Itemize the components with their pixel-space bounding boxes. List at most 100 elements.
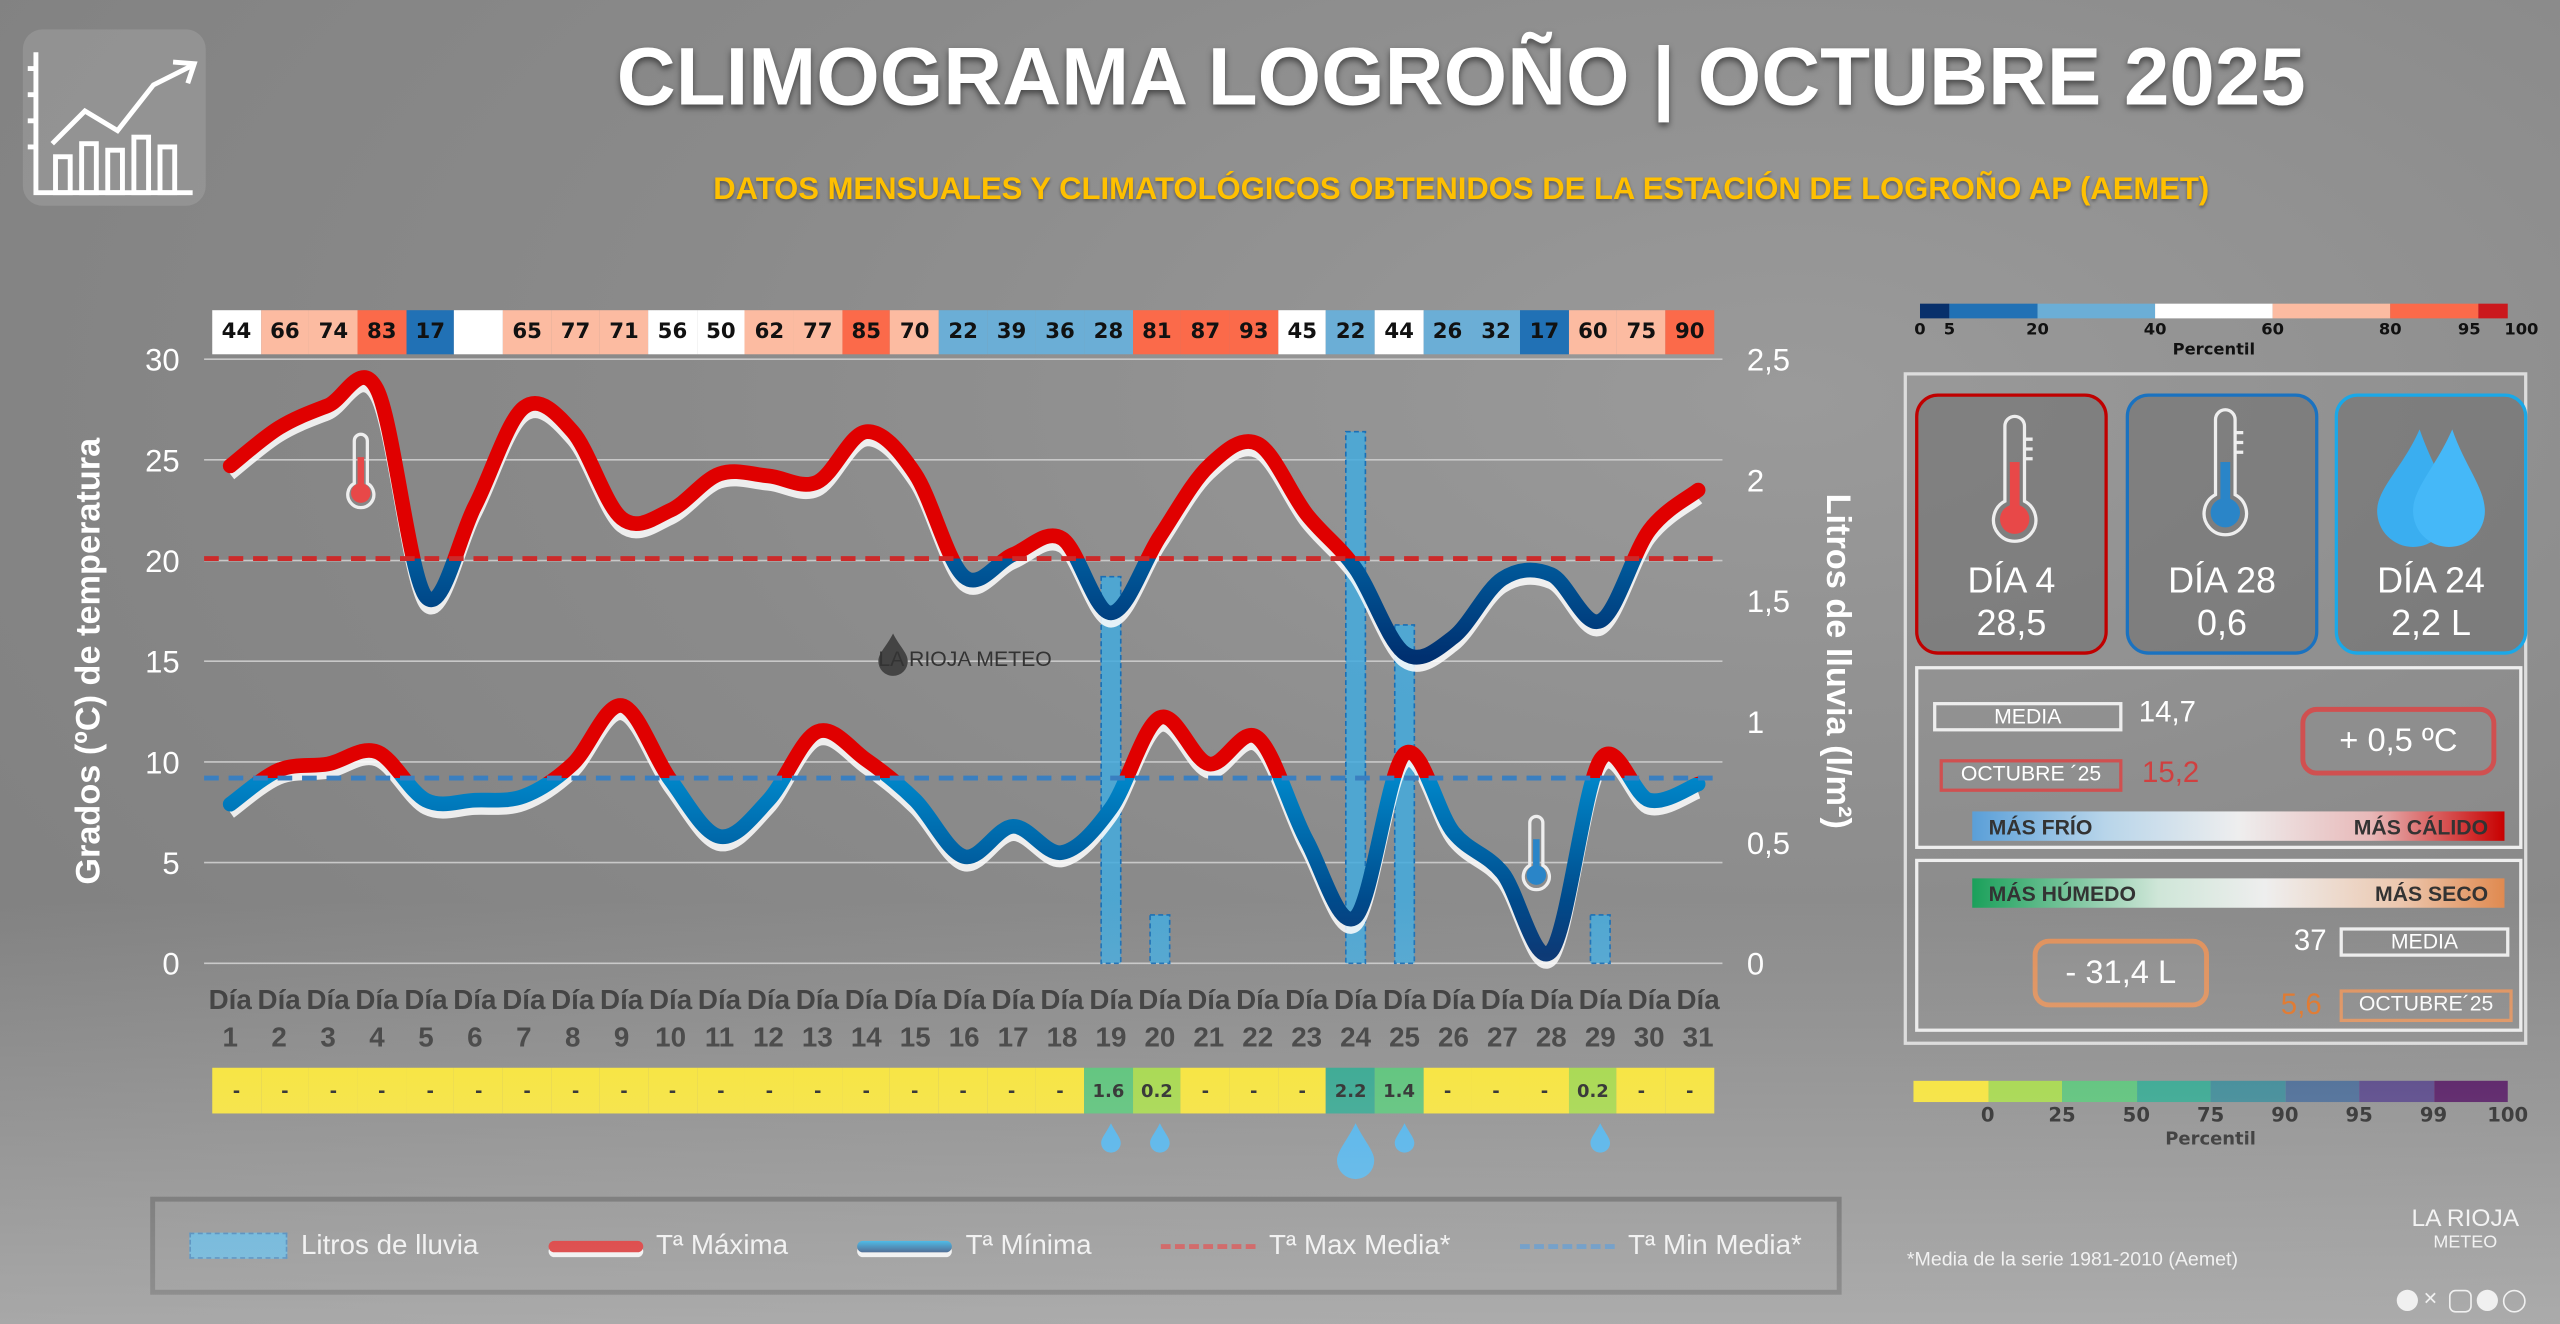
rain-cell: - bbox=[890, 1067, 939, 1114]
y-tick-label-right: 2,5 bbox=[1747, 343, 1790, 378]
percentile-cell: 90 bbox=[1665, 310, 1715, 355]
temp-month-label: OCTUBRE ´25 bbox=[1939, 759, 2123, 792]
percentile-cell: 17 bbox=[406, 310, 455, 355]
telegram-icon[interactable] bbox=[2476, 1289, 2498, 1312]
legend: Litros de lluvia Tª Máxima Tª Mínima Tª … bbox=[150, 1196, 1842, 1295]
rain-cell: - bbox=[1423, 1067, 1472, 1114]
x-tick-prefix: Día bbox=[404, 984, 448, 1015]
colorbar-segment bbox=[2062, 1080, 2137, 1103]
y-axis-label-right: Litros de lluvia (l/m²) bbox=[1818, 493, 1857, 829]
x-tick-label: 2 bbox=[271, 1022, 286, 1053]
percentile-cell: 74 bbox=[309, 310, 358, 355]
x-tick-label: 19 bbox=[1096, 1022, 1127, 1053]
rain-cell: - bbox=[842, 1067, 891, 1114]
percentile-cell: 66 bbox=[260, 310, 310, 355]
instagram-icon[interactable] bbox=[2448, 1289, 2472, 1313]
x-tick-label: 16 bbox=[949, 1022, 980, 1053]
legend-item-tmax: Tª Máxima bbox=[548, 1229, 788, 1262]
temp-media-label: MEDIA bbox=[1933, 702, 2123, 732]
rain-cell: 1.4 bbox=[1374, 1067, 1424, 1114]
x-tick-prefix: Día bbox=[551, 984, 595, 1015]
percentile-cell: 65 bbox=[502, 310, 552, 355]
x-tick-label: 15 bbox=[900, 1022, 931, 1053]
rain-media-value: 37 bbox=[2293, 924, 2327, 957]
percentile-cell: 17 bbox=[1520, 310, 1569, 355]
rain-colorbar-ticks: 0 25 50 75 90 95 99 100 bbox=[1913, 1103, 2528, 1130]
y-tick-label-left: 0 bbox=[162, 947, 179, 982]
x-tick-prefix: Día bbox=[1040, 984, 1084, 1015]
page-subtitle: DATOS MENSUALES Y CLIMATOLÓGICOS OBTENID… bbox=[713, 173, 2210, 208]
x-tick-prefix: Día bbox=[1187, 984, 1231, 1015]
colorbar-tick: 20 bbox=[2026, 321, 2049, 340]
x-tick-prefix: Día bbox=[845, 984, 889, 1015]
tmin-shadow bbox=[226, 707, 1701, 969]
rain-drop-icon bbox=[1150, 1123, 1170, 1153]
thermometer-outline bbox=[346, 432, 376, 510]
percentile-cell: 77 bbox=[793, 310, 843, 355]
legend-item-rain: Litros de lluvia bbox=[189, 1229, 479, 1262]
social-links: ✕ bbox=[2396, 1289, 2526, 1313]
tmax-line-cold bbox=[405, 558, 1643, 665]
rain-colorbar-label: Percentil bbox=[2165, 1128, 2256, 1150]
x-tick-prefix: Día bbox=[1236, 984, 1280, 1015]
colorbar-tick: 25 bbox=[2048, 1103, 2076, 1127]
legend-item-tmin: Tª Mínima bbox=[857, 1229, 1092, 1262]
rain-cell: - bbox=[406, 1067, 455, 1114]
percentile-cell: 70 bbox=[890, 310, 939, 355]
thermometer-hot-icon bbox=[1991, 414, 2038, 543]
temp-summary-box bbox=[1915, 666, 2523, 849]
summary-panel bbox=[1903, 372, 2528, 1045]
x-tick-prefix: Día bbox=[1285, 984, 1329, 1015]
temp-anomaly: + 0,5 ºC bbox=[2300, 706, 2497, 776]
colorbar-tick: 60 bbox=[2261, 321, 2285, 340]
x-tick-label: 30 bbox=[1634, 1022, 1665, 1053]
x-tick-prefix: Día bbox=[1677, 984, 1721, 1015]
y-tick-label-right: 0 bbox=[1747, 947, 1764, 982]
rain-drop-icon bbox=[1336, 1123, 1375, 1180]
rain-cell: - bbox=[309, 1067, 358, 1114]
tmin-line-warm bbox=[251, 698, 1703, 779]
x-tick-prefix: Día bbox=[649, 984, 693, 1015]
colorbar-segment bbox=[2359, 1080, 2434, 1103]
x-tick-prefix: Día bbox=[600, 984, 644, 1015]
rain-anomaly: - 31,4 L bbox=[2032, 938, 2209, 1008]
rain-cell: - bbox=[357, 1067, 407, 1114]
percentile-cell: 45 bbox=[1278, 310, 1327, 355]
percentile-cell bbox=[454, 310, 503, 355]
colorbar-segment bbox=[1949, 303, 2038, 319]
x-tick-label: 29 bbox=[1585, 1022, 1616, 1053]
brand-sub: METEO bbox=[2433, 1232, 2498, 1253]
x-tick-label: 9 bbox=[614, 1022, 629, 1053]
page-title: CLIMOGRAMA LOGROÑO | OCTUBRE 2025 bbox=[616, 31, 2306, 123]
x-tick-label: 25 bbox=[1389, 1022, 1420, 1053]
x-tick-label: 31 bbox=[1683, 1022, 1714, 1053]
x-tick-prefix: Día bbox=[698, 984, 742, 1015]
x-tick-label: 4 bbox=[369, 1022, 385, 1053]
colorbar-segment bbox=[1919, 303, 1950, 319]
whatsapp-icon[interactable] bbox=[2502, 1289, 2526, 1313]
colorbar-segment bbox=[2478, 303, 2508, 319]
y-tick-label-left: 10 bbox=[145, 745, 180, 780]
legend-label: Litros de lluvia bbox=[300, 1229, 479, 1261]
facebook-icon[interactable] bbox=[2396, 1289, 2418, 1312]
x-tick-label: 23 bbox=[1291, 1022, 1322, 1053]
rain-cell: - bbox=[1471, 1067, 1521, 1114]
y-tick-label-left: 5 bbox=[162, 846, 179, 881]
rain-cell: - bbox=[502, 1067, 552, 1114]
x-tick-label: 20 bbox=[1144, 1022, 1175, 1053]
percentile-cell: 26 bbox=[1423, 310, 1472, 355]
brand-logo: LA RIOJA METEO bbox=[2384, 1205, 2547, 1252]
x-tick-prefix: Día bbox=[1089, 984, 1133, 1015]
x-tick-prefix: Día bbox=[355, 984, 399, 1015]
x-icon[interactable]: ✕ bbox=[2422, 1289, 2438, 1310]
x-tick-label: 11 bbox=[705, 1022, 734, 1053]
thermometer-outline bbox=[1521, 814, 1551, 892]
rain-cell: 2.2 bbox=[1326, 1067, 1375, 1114]
percentile-cell: 83 bbox=[357, 310, 407, 355]
rain-bar bbox=[1589, 914, 1611, 965]
x-tick-label: 17 bbox=[998, 1022, 1029, 1053]
x-tick-label: 12 bbox=[753, 1022, 784, 1053]
colorbar-segment bbox=[2272, 303, 2391, 319]
x-tick-prefix: Día bbox=[502, 984, 546, 1015]
x-tick-label: 26 bbox=[1438, 1022, 1469, 1053]
